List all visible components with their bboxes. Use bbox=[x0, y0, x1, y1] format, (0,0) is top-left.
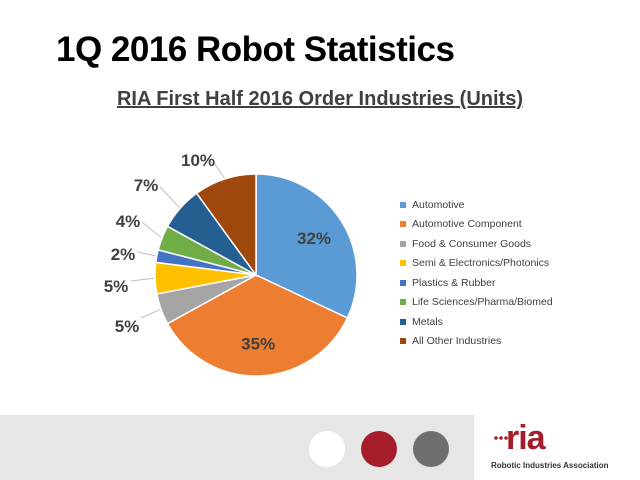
leader-line-food-consumer-goods bbox=[140, 309, 161, 319]
legend-item-automotive: Automotive bbox=[400, 195, 553, 215]
legend-item-semi-electronics-photonics: Semi & Electronics/Photonics bbox=[400, 254, 553, 274]
logo-wordmark: ria bbox=[506, 419, 546, 457]
data-label-automotive-component: 35% bbox=[241, 335, 275, 354]
legend-label: Metals bbox=[412, 315, 443, 328]
legend-label: Life Sciences/Pharma/Biomed bbox=[412, 296, 553, 309]
pie-slice-automotive bbox=[255, 173, 358, 319]
leader-line-all-other-industries bbox=[213, 162, 225, 179]
data-label-plastics-rubber: 2% bbox=[111, 245, 136, 264]
legend-label: Plastics & Rubber bbox=[412, 276, 496, 289]
leader-line-metals bbox=[159, 186, 180, 208]
legend-label: Semi & Electronics/Photonics bbox=[412, 257, 550, 270]
data-label-life-sciences-pharma-biomed: 4% bbox=[116, 212, 141, 231]
data-label-automotive: 32% bbox=[297, 229, 331, 248]
legend-item-automotive-component: Automotive Component bbox=[400, 215, 553, 235]
legend-swatch bbox=[400, 260, 406, 267]
footer-bar: ria Robotic Industries Association bbox=[0, 415, 640, 480]
red-circle-decoration bbox=[361, 431, 397, 467]
chart-title: RIA First Half 2016 Order Industries (Un… bbox=[116, 88, 523, 110]
pie-chart: 32% 35% 5% 5% 2% 4% 7% 10% bbox=[104, 151, 358, 377]
data-label-metals: 7% bbox=[134, 176, 159, 195]
pie-slice-all-other-industries bbox=[195, 173, 257, 278]
legend-label: All Other Industries bbox=[412, 335, 502, 348]
legend-label: Food & Consumer Goods bbox=[412, 237, 532, 250]
data-label-food-consumer-goods: 5% bbox=[115, 317, 140, 336]
slide-title: 1Q 2016 Robot Statistics bbox=[56, 30, 455, 69]
ria-logo: ria Robotic Industries Association bbox=[474, 415, 640, 480]
legend-item-all-other-industries: All Other Industries bbox=[400, 332, 553, 352]
white-circle-decoration bbox=[309, 431, 345, 467]
legend-label: Automotive Component bbox=[412, 218, 522, 231]
legend-item-metals: Metals bbox=[400, 312, 553, 332]
legend-label: Automotive bbox=[412, 198, 465, 211]
pie-slice-automotive-component bbox=[166, 274, 349, 377]
leader-line-plastics-rubber bbox=[136, 251, 156, 257]
legend-swatch bbox=[400, 240, 406, 247]
leader-line-life-sciences-pharma-biomed bbox=[141, 221, 162, 238]
legend-item-plastics-rubber: Plastics & Rubber bbox=[400, 273, 553, 293]
logo-dots-icon bbox=[494, 436, 508, 440]
chart-legend: Automotive Automotive Component Food & Con… bbox=[400, 195, 553, 351]
data-label-all-other-industries: 10% bbox=[181, 151, 215, 170]
legend-swatch bbox=[400, 338, 406, 345]
leader-line-semi-electronics-photonics bbox=[130, 277, 155, 282]
legend-swatch bbox=[400, 318, 406, 325]
legend-item-life-sciences-pharma-biomed: Life Sciences/Pharma/Biomed bbox=[400, 293, 553, 313]
legend-swatch bbox=[400, 221, 406, 228]
legend-swatch bbox=[400, 279, 406, 286]
legend-swatch bbox=[400, 299, 406, 306]
gray-circle-decoration bbox=[413, 431, 449, 467]
legend-swatch bbox=[400, 201, 406, 208]
legend-item-food-consumer-goods: Food & Consumer Goods bbox=[400, 234, 553, 254]
data-label-semi-electronics-photonics: 5% bbox=[104, 277, 129, 296]
logo-organization-name: Robotic Industries Association bbox=[491, 461, 609, 470]
